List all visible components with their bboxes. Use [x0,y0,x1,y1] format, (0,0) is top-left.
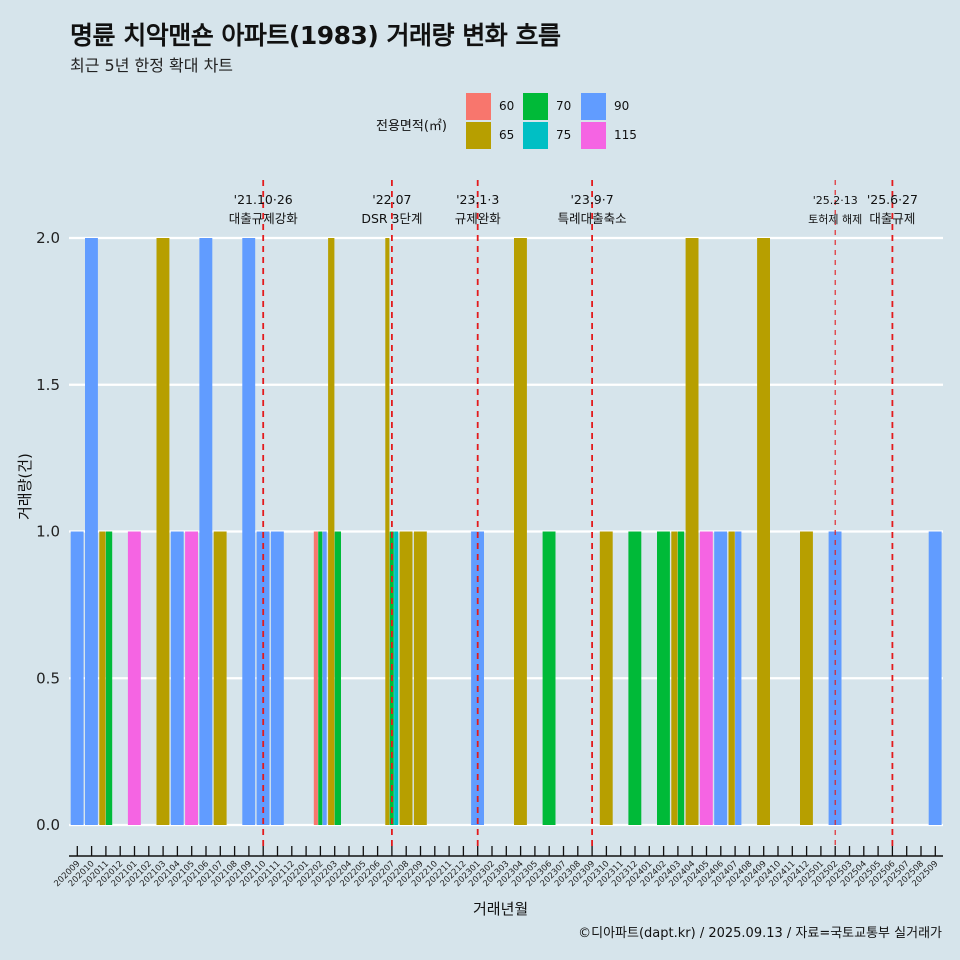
annotation-label: 대출규제 [869,211,915,226]
bar-202509-90 [928,531,942,825]
bar-202407-90 [735,531,742,825]
y-tick-label: 1.5 [36,376,60,394]
annotation-label: 토허제 해제 [808,212,862,226]
bar-202009-90 [70,531,84,825]
bar-202304-65 [514,238,527,825]
bar-202208-65 [399,531,413,825]
bar-202409-65 [757,238,770,825]
bar-202109-90 [242,238,256,825]
bar-202405-115 [699,531,713,825]
legend-label-90: 90 [614,99,630,113]
annotation-date: '25.6·27 [867,192,918,207]
bar-202502-90 [828,531,842,825]
annotation-date: '23.9·7 [570,192,613,207]
bar-202207-75 [394,531,399,825]
annotation-label: DSR 3단계 [361,211,422,226]
bar-202306-70 [542,531,556,825]
bar-202209-65 [413,531,427,825]
legend-label-115: 115 [614,128,637,142]
bar-202103-65 [156,238,170,825]
bar-202207-65 [385,238,390,825]
chart-title: 명륜 치악맨숀 아파트(1983) 거래량 변화 흐름 [70,21,561,50]
bar-202202-60 [313,531,318,825]
annotation-label: 특례대출축소 [558,211,627,226]
bar-202402-70 [657,531,670,825]
bar-202011-70 [105,531,113,825]
chart-subtitle: 최근 5년 한정 확대 차트 [70,56,234,75]
legend-key-90 [581,93,606,120]
bar-202202-70 [318,531,323,825]
annotation-date: '23.1·3 [456,192,499,207]
bar-202312-70 [628,531,642,825]
legend-title: 전용면적(㎡) [376,119,447,134]
bar-202111-90 [270,531,284,825]
annotation-date: '21.10·26 [234,192,293,207]
bar-202406-90 [714,531,728,825]
x-axis-label: 거래년월 [473,900,529,918]
legend-key-65 [466,122,491,149]
y-tick-label: 0.5 [36,669,60,687]
legend-key-115 [581,122,606,149]
bar-202107-65 [213,531,227,825]
y-tick-label: 0.0 [36,816,60,834]
legend-label-70: 70 [556,99,572,113]
bar-202203-65 [328,238,335,825]
legend-label-60: 60 [499,99,515,113]
bar-202403-70 [677,531,685,825]
legend-key-60 [466,93,491,120]
legend-label-65: 65 [499,128,515,142]
annotation-date: '22.07 [372,192,411,207]
bar-202407-65 [728,531,735,825]
legend-key-75 [523,122,548,149]
bar-202104-90 [170,531,184,825]
legend-key-70 [523,93,548,120]
bar-202010-90 [85,238,98,825]
annotation-label: 대출규제강화 [229,211,299,226]
annotation-date: '25.2·13 [813,194,858,207]
bar-202412-65 [800,531,813,825]
bar-202404-65 [685,238,699,825]
legend-label-75: 75 [556,128,572,142]
annotation-label: 규제완화 [455,211,502,226]
bar-202011-65 [99,531,106,825]
bar-202202-90 [322,531,327,825]
bar-202106-90 [199,238,213,825]
bar-202101-115 [127,531,141,825]
bar-202105-115 [185,531,198,825]
bar-202310-65 [599,531,613,825]
bar-202203-70 [334,531,341,825]
y-tick-label: 2.0 [36,229,60,247]
caption: ©디아파트(dapt.kr) / 2025.09.13 / 자료=국토교통부 실… [578,926,942,941]
y-tick-label: 1.0 [36,523,60,541]
bar-202403-65 [671,531,678,825]
